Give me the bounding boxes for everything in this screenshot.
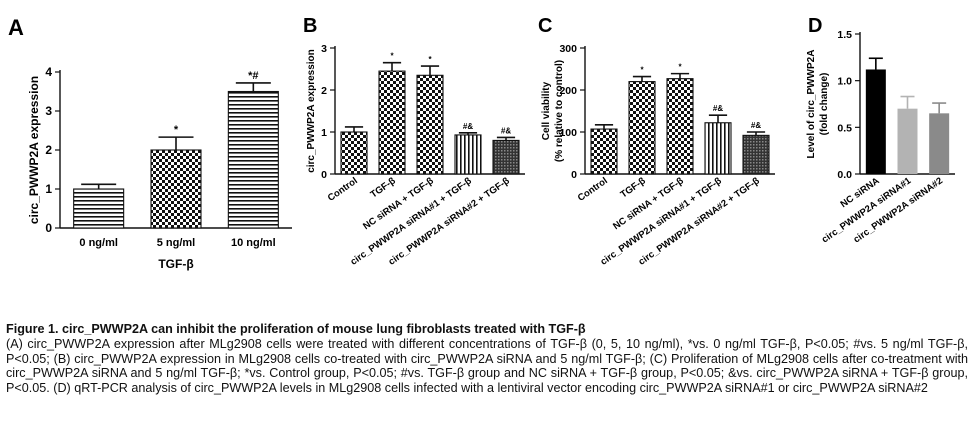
significance-label: *	[678, 63, 682, 72]
x-tick-label: 0 ng/ml	[79, 237, 118, 249]
y-tick-label: 4	[45, 65, 52, 79]
panel-d: D 0.0 0.5 1.0 1.5 Level of circ_PWWP2A (fold c…	[806, 15, 955, 245]
y-tick-label: 3	[45, 104, 52, 118]
x-tick-label: TGF-β	[369, 175, 398, 200]
y-tick-label: 0	[321, 169, 327, 181]
bar-3	[227, 90, 279, 229]
y-tick-label: 200	[559, 85, 577, 97]
y-tick-label: 1	[45, 182, 52, 196]
bar-2	[378, 70, 406, 175]
significance-label: *	[390, 52, 394, 61]
significance-label: *#	[248, 70, 258, 82]
caption-title: Figure 1. circ_PWWP2A can inhibit the pr…	[6, 322, 586, 336]
caption-body: (A) circ_PWWP2A expression after MLg2908…	[6, 336, 968, 396]
panel-letter: D	[808, 15, 822, 37]
panel-letter: B	[303, 15, 317, 37]
x-tick-label: TGF-β	[619, 175, 648, 200]
bar-1	[865, 69, 886, 174]
significance-label: *	[640, 66, 644, 75]
y-axis-label: circ_PWWP2A expression	[306, 49, 317, 173]
y-tick-label: 0	[571, 169, 577, 181]
y-tick-label: 0	[45, 221, 52, 235]
y-tick-label: 2	[45, 143, 52, 157]
y-axis-label: (fold change)	[819, 73, 830, 136]
panel-letter: A	[8, 15, 24, 40]
significance-label: *	[174, 124, 179, 136]
bar-3	[929, 113, 950, 174]
y-tick-label: 2	[321, 85, 327, 97]
bar-5	[742, 134, 770, 175]
x-tick-label: Control	[576, 175, 610, 203]
significance-label: #&	[463, 122, 473, 131]
bar-1	[73, 188, 125, 229]
bar-5	[492, 139, 520, 175]
bar-1	[340, 131, 368, 175]
bar-2	[897, 108, 918, 174]
bar-2	[628, 81, 656, 175]
y-tick-label: 1.5	[837, 29, 852, 41]
x-tick-label: 5 ng/ml	[157, 237, 196, 249]
y-tick-label: 300	[559, 43, 577, 55]
panel-letter: C	[538, 15, 552, 37]
significance-label: *	[428, 55, 432, 64]
significance-label: #&	[713, 104, 723, 113]
y-tick-label: 0.5	[837, 122, 852, 134]
y-axis-label: Cell viability	[541, 81, 552, 140]
y-tick-label: 100	[559, 127, 577, 139]
bar-3	[416, 74, 444, 175]
y-tick-label: 1.0	[837, 76, 852, 88]
panel-c: C 0 100 200 300 Cell viability (% relative to …	[538, 15, 775, 268]
bar-3	[666, 78, 694, 175]
y-axis-label: circ_PWWP2A expression	[27, 76, 41, 224]
x-tick-label: Control	[326, 175, 360, 203]
panel-b: B 0 1 2 3 circ_PWWP2A expression Control * TGF-β…	[303, 15, 525, 268]
bar-1	[590, 128, 618, 175]
bar-2	[150, 149, 202, 229]
figure: A 0 1 2 3 4 circ_PWWP2A expression 0 ng/ml * 5 ng…	[8, 15, 955, 271]
x-axis-label: TGF-β	[158, 257, 193, 271]
significance-label: #&	[501, 126, 511, 135]
y-axis-label: Level of circ_PWWP2A	[806, 50, 817, 159]
bar-4	[454, 134, 482, 175]
y-tick-label: 3	[321, 43, 327, 55]
x-tick-label: 10 ng/ml	[231, 237, 276, 249]
panel-a: A 0 1 2 3 4 circ_PWWP2A expression 0 ng/ml * 5 ng…	[8, 15, 292, 271]
y-axis-label: (% relative to control)	[554, 60, 565, 162]
figure-caption: Figure 1. circ_PWWP2A can inhibit the pr…	[6, 322, 968, 396]
y-tick-label: 0.0	[837, 169, 852, 181]
bar-4	[704, 122, 732, 175]
significance-label: #&	[751, 121, 761, 130]
y-tick-label: 1	[321, 127, 327, 139]
